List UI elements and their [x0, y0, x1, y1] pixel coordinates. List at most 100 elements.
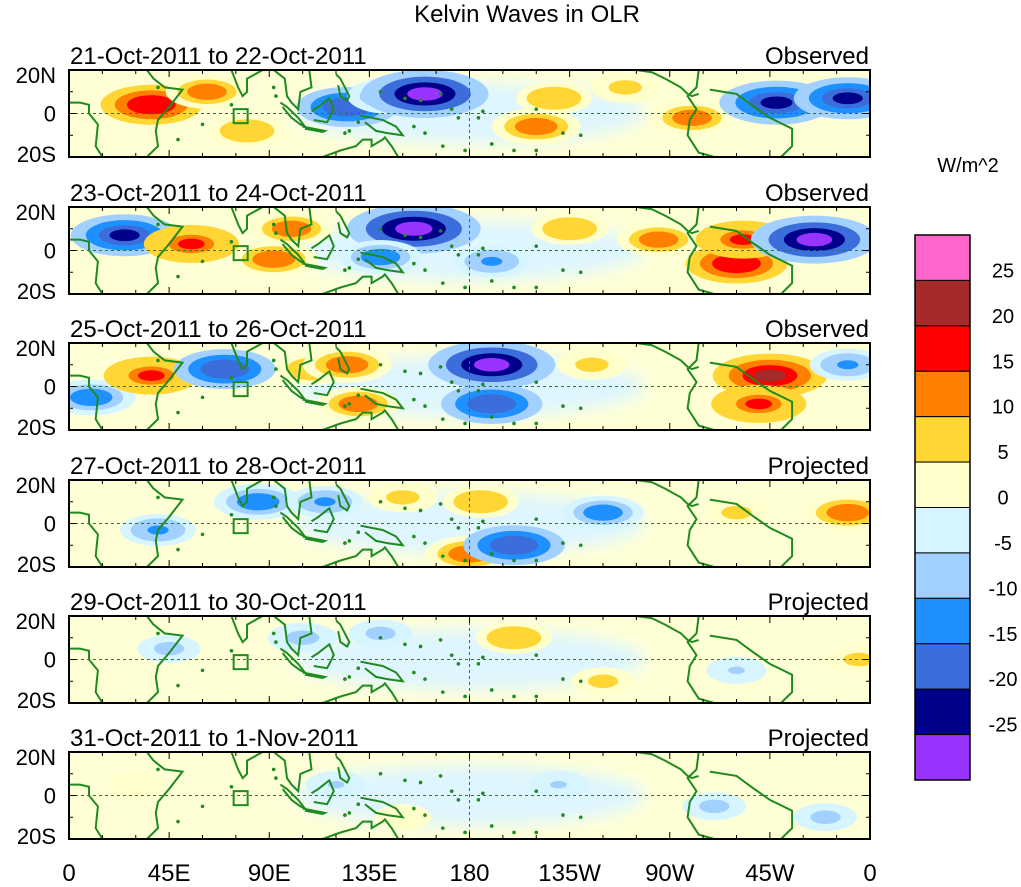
lat-tick-label: 0 [44, 239, 56, 264]
lon-tick-label: 135W [538, 860, 601, 887]
lat-tick-label: 20N [16, 609, 56, 634]
island [378, 635, 383, 640]
lat-tick-label: 20N [16, 200, 56, 225]
coast-indochina [273, 207, 313, 249]
island [403, 233, 407, 238]
lat-tick-label: 20N [16, 336, 56, 361]
coast-indochina [273, 480, 313, 522]
island [356, 257, 361, 262]
island [347, 539, 352, 543]
coast-camerica [636, 752, 700, 780]
island [274, 504, 278, 508]
lat-tick-label: 20N [16, 745, 56, 770]
island [412, 670, 416, 675]
island [356, 120, 361, 124]
lon-tick-label: 45W [745, 860, 795, 887]
island [418, 235, 423, 240]
island [274, 776, 278, 780]
island [274, 640, 278, 644]
anomaly-mark [503, 633, 525, 643]
island [356, 393, 361, 398]
island [534, 789, 539, 793]
island [534, 148, 539, 153]
panel-2: 20N 0 20S 23-Oct-2011 to 24-Oct-2011 Observe… [16, 180, 871, 304]
island [534, 421, 539, 426]
island [418, 98, 423, 103]
panel-status: Observed [765, 43, 869, 70]
island [441, 144, 445, 148]
anomaly-mark [236, 126, 258, 136]
coast-philippines [335, 73, 351, 102]
colorbar-swatch [914, 461, 971, 509]
region-box [232, 790, 249, 807]
island [229, 785, 234, 789]
anomaly-mark [591, 507, 615, 518]
colorbar-label: 0 [997, 488, 1008, 510]
island [229, 513, 234, 517]
coast-africa [69, 343, 185, 430]
island [423, 268, 427, 272]
colorbar-label: -15 [989, 624, 1018, 646]
island [418, 644, 423, 649]
island [343, 131, 347, 135]
island [403, 642, 407, 647]
coast-indochina [273, 70, 313, 112]
anomaly-mark [594, 677, 612, 686]
anomaly-mark [582, 360, 602, 369]
island [456, 116, 461, 120]
island [403, 506, 407, 511]
panel-period: 21-Oct-2011 to 22-Oct-2011 [70, 43, 367, 70]
coast-india [220, 70, 264, 98]
island [418, 508, 423, 513]
coast-samerica [686, 70, 794, 157]
island [489, 279, 494, 283]
coast-newguinea [360, 660, 406, 683]
coast-camerica [636, 207, 700, 235]
island [534, 558, 539, 563]
coast-philippines [335, 755, 351, 784]
coast-newguinea [360, 114, 406, 137]
coast-australia [322, 545, 400, 567]
island [534, 285, 539, 290]
coast-india [220, 207, 264, 235]
island [438, 229, 443, 233]
island [512, 148, 516, 153]
lat-tick-label: 20N [16, 63, 56, 88]
island [176, 683, 180, 688]
island [156, 85, 160, 90]
panel-4: 20N 0 20S 27-Oct-2011 to 28-Oct-2011 Project… [16, 453, 871, 577]
island [438, 774, 443, 778]
island [561, 404, 565, 408]
coast-samerica [686, 616, 794, 703]
island [441, 826, 445, 830]
lat-tick-label: 20S [17, 688, 56, 713]
colorbar-swatch [914, 688, 971, 736]
colorbar-label: 25 [992, 260, 1014, 282]
anomaly-mark [722, 257, 751, 270]
colorbar-swatch [914, 416, 971, 463]
lon-tick-label: 90E [248, 860, 291, 887]
island [578, 679, 583, 684]
panel-6: 20N 0 20S 31-Oct-2011 to 1-Nov-2011 Projecte… [16, 725, 871, 849]
anomaly-mark [137, 99, 166, 111]
colorbar-swatch [914, 552, 971, 599]
coast-indochina [273, 343, 313, 385]
colorbar-label: -20 [989, 669, 1018, 691]
coast-india [220, 616, 264, 644]
island [403, 369, 407, 374]
island [271, 631, 276, 636]
island [578, 543, 583, 548]
island [561, 813, 565, 817]
island [378, 771, 383, 776]
coast-samerica [686, 343, 794, 430]
anomaly-mark [393, 493, 413, 502]
island [156, 631, 160, 636]
colorbar-label: -5 [994, 533, 1012, 555]
coast-indochina [273, 752, 313, 794]
anomaly-mark [371, 629, 390, 638]
lat-tick-label: 20S [17, 142, 56, 167]
island [378, 226, 383, 231]
colorbar-swatch [914, 507, 971, 554]
region-box [232, 245, 249, 262]
island [489, 142, 494, 146]
